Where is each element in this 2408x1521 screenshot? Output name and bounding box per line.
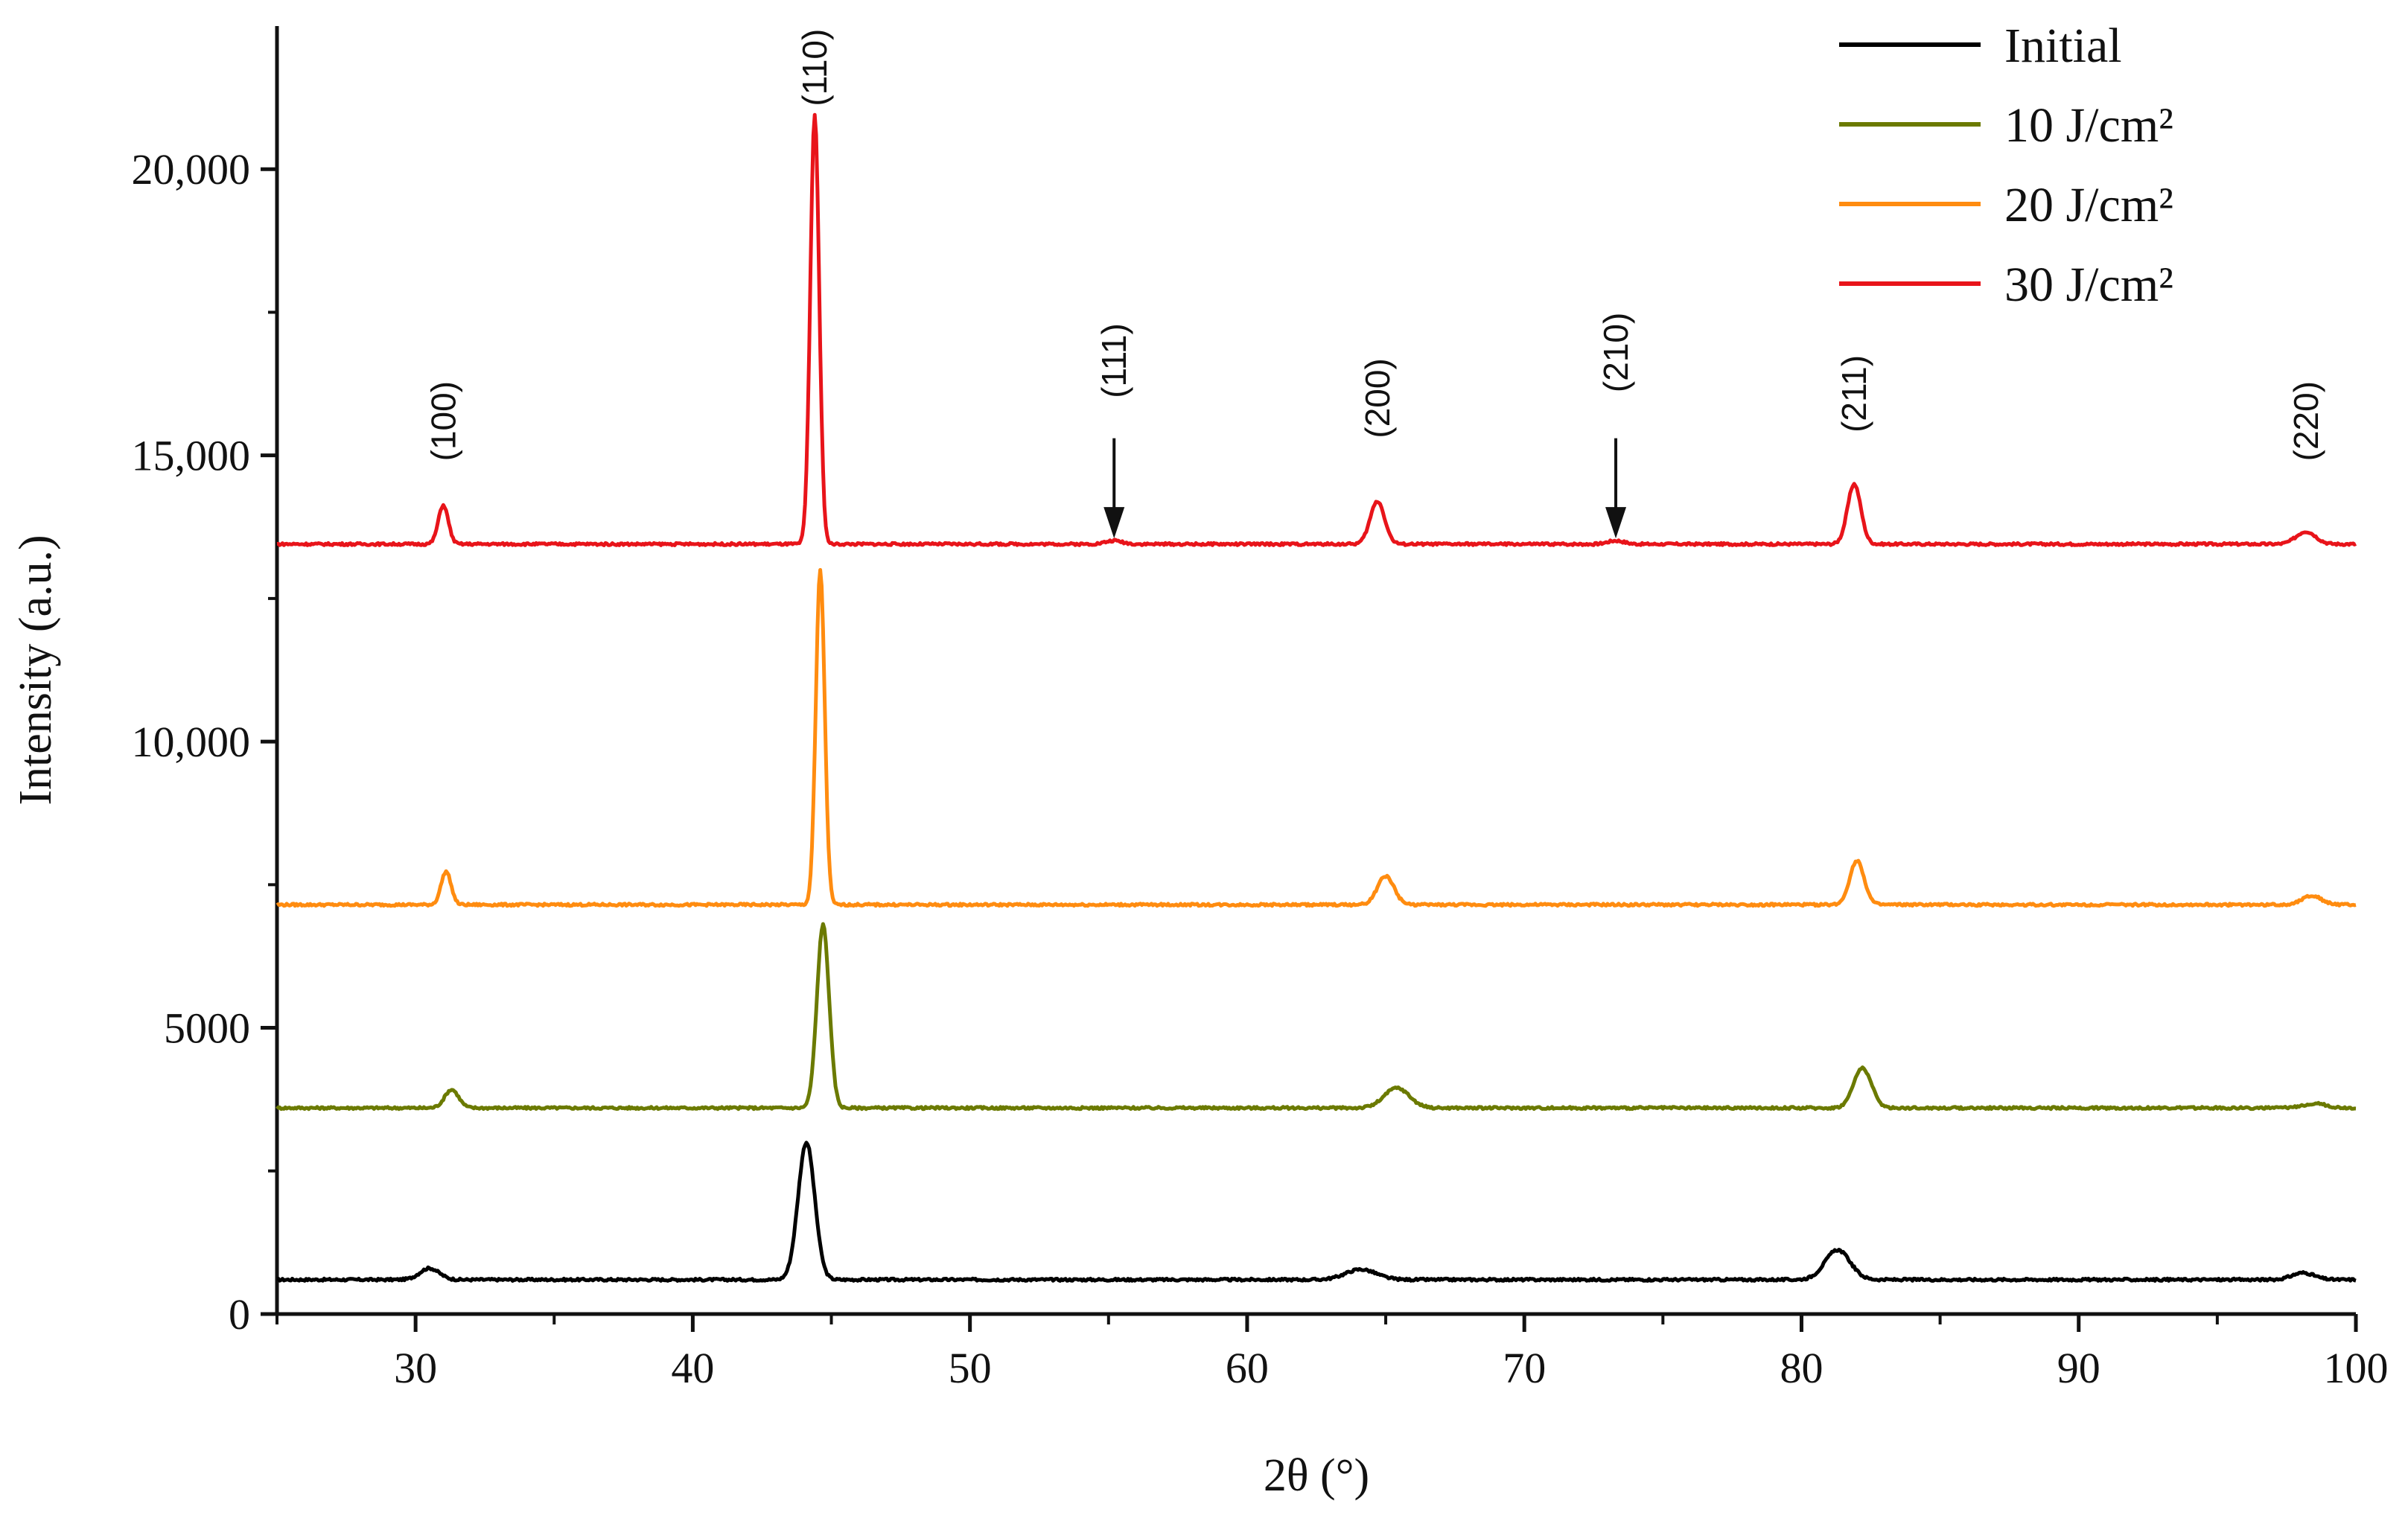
legend: Initial 10 J/cm² 20 J/cm² 30 J/cm² <box>1839 19 2173 312</box>
series-line-2 <box>275 568 2357 908</box>
y-axis-title: Intensity (a.u.) <box>10 535 61 805</box>
peak-arrow-head <box>1103 507 1125 539</box>
annotation-layer: (100) (110) (111) (200) (210) (211) (220) <box>424 29 2325 539</box>
x-tick-label: 40 <box>671 1344 714 1392</box>
peak-arrow-head <box>1605 507 1627 539</box>
x-tick-label: 80 <box>1780 1344 1823 1392</box>
y-tick-label: 20,000 <box>132 145 251 194</box>
peak-label: (210) <box>1596 313 1635 392</box>
y-ticks: 0 5000 10,000 15,000 20,000 <box>132 145 277 1339</box>
x-tick-label: 70 <box>1503 1344 1546 1392</box>
peak-label: (100) <box>424 381 462 461</box>
series-line-0 <box>276 1141 2357 1283</box>
series-layer <box>275 112 2357 1283</box>
y-tick-label: 15,000 <box>132 432 251 480</box>
legend-label-10: 10 J/cm² <box>2004 98 2173 153</box>
x-tick-label: 50 <box>949 1344 992 1392</box>
x-axis-title: 2θ (°) <box>1264 1450 1369 1501</box>
peak-label: (110) <box>795 29 834 106</box>
plot-area: 0 5000 10,000 15,000 20,000 30 40 50 60 70 80 90 10… <box>132 26 2389 1392</box>
x-ticks: 30 40 50 60 70 80 90 100 <box>275 1314 2389 1392</box>
x-tick-label: 30 <box>394 1344 437 1392</box>
legend-label-20: 20 J/cm² <box>2004 178 2173 232</box>
series-line-1 <box>275 922 2357 1112</box>
y-tick-label: 5000 <box>164 1004 250 1053</box>
y-tick-label: 0 <box>229 1290 250 1339</box>
y-tick-label: 10,000 <box>132 718 251 766</box>
legend-label-30: 30 J/cm² <box>2004 258 2173 312</box>
series-line-3 <box>276 112 2357 547</box>
peak-label: (211) <box>1835 355 1873 433</box>
peak-label: (200) <box>1358 358 1397 438</box>
legend-label-initial: Initial <box>2004 19 2122 73</box>
peak-label: (220) <box>2287 381 2325 461</box>
peak-label: (111) <box>1095 323 1133 398</box>
x-tick-label: 60 <box>1226 1344 1269 1392</box>
x-tick-label: 100 <box>2324 1344 2389 1392</box>
x-tick-label: 90 <box>2057 1344 2100 1392</box>
